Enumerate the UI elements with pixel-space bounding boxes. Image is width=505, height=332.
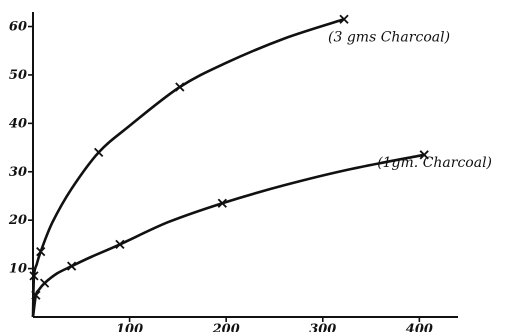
series-1-point-5 (339, 14, 349, 24)
data-markers (29, 14, 429, 300)
cross-mark-stroke (31, 290, 41, 300)
series-2-point-2 (39, 278, 50, 288)
cross-mark-stroke (39, 278, 50, 288)
cross-mark-stroke (175, 82, 185, 92)
curves (31, 18, 425, 318)
cross-mark-stroke (94, 147, 104, 158)
series-2-point-6 (419, 150, 429, 160)
y-tick-label-10: 10 (9, 262, 27, 277)
series-2-point-5 (217, 198, 227, 208)
x-tick-label-400: 400 (406, 322, 433, 332)
cross-mark-stroke (115, 239, 125, 250)
series-2-point-3 (66, 261, 77, 271)
cross-mark-stroke (66, 261, 77, 271)
cross-mark-stroke (419, 150, 429, 160)
y-tick-label-50: 50 (9, 68, 27, 83)
series-1-point-3 (94, 147, 104, 158)
series-1-point-4 (175, 82, 185, 92)
cross-mark-stroke (29, 271, 39, 281)
x-tick-label-200: 200 (212, 322, 240, 332)
cross-mark-stroke (217, 198, 227, 208)
series-2-curve (31, 153, 425, 318)
series-1-point-2 (36, 247, 46, 257)
series-2-point-4 (115, 239, 125, 250)
y-tick-label-30: 30 (9, 165, 27, 180)
x-tick-label-300: 300 (309, 322, 336, 332)
cross-mark-stroke (36, 247, 46, 257)
series-2-label: (1gm. Charcoal) (377, 155, 492, 171)
series-1-point-1 (29, 271, 39, 281)
y-tick-label-60: 60 (9, 20, 27, 35)
x-tick-label-100: 100 (116, 322, 143, 332)
axes (32, 12, 458, 318)
series-2-point-1 (31, 290, 41, 300)
series-1-curve (31, 18, 345, 318)
y-tick-label-20: 20 (8, 213, 27, 228)
series-1-label: (3 gms Charcoal) (328, 29, 450, 45)
series-labels: (3 gms Charcoal) (1gm. Charcoal) (328, 29, 492, 171)
cross-mark-stroke (339, 14, 349, 24)
axis-ticks: 10 20 30 40 50 60 100 200 300 400 (8, 20, 433, 332)
y-tick-label-40: 40 (9, 116, 27, 131)
